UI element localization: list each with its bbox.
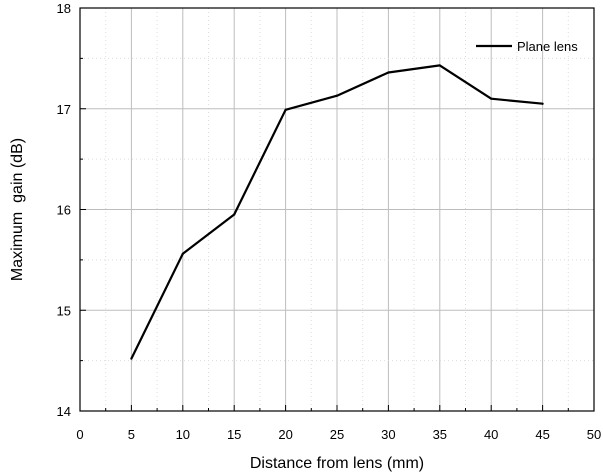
x-tick-label: 5: [128, 427, 135, 442]
data-point: [541, 102, 544, 105]
grid: [80, 8, 594, 411]
data-point: [181, 252, 184, 255]
x-tick-label: 20: [278, 427, 292, 442]
data-point: [335, 94, 339, 97]
x-tick-label: 35: [433, 427, 447, 442]
data-point: [284, 108, 287, 111]
data-point: [387, 71, 390, 74]
legend: Plane lens: [476, 39, 578, 54]
series-layer: [130, 64, 544, 360]
minor-ticks: [80, 57, 569, 411]
ticks: 0 5 10 15 20 25 30 35 40 45 50 14 15 16 17 18: [57, 1, 602, 442]
y-tick-label: 15: [57, 303, 71, 318]
x-tick-label: 40: [484, 427, 498, 442]
data-point: [438, 64, 441, 67]
data-point: [490, 97, 493, 100]
x-tick-label: 10: [176, 427, 190, 442]
x-tick-label: 15: [227, 427, 241, 442]
y-tick-label: 17: [57, 102, 71, 117]
y-tick-label: 16: [57, 203, 71, 218]
x-tick-label: 45: [535, 427, 549, 442]
x-tick-label: 30: [381, 427, 395, 442]
y-axis-label: Maximum gain (dB): [9, 138, 26, 281]
y-tick-label: 18: [57, 1, 71, 16]
data-point: [233, 213, 236, 216]
x-tick-label: 0: [76, 427, 83, 442]
data-point: [130, 357, 133, 360]
y-tick-label: 14: [57, 404, 71, 419]
x-tick-label: 25: [330, 427, 344, 442]
legend-label: Plane lens: [517, 39, 578, 54]
x-axis-label: Distance from lens (mm): [250, 455, 424, 472]
x-tick-label: 50: [587, 427, 601, 442]
